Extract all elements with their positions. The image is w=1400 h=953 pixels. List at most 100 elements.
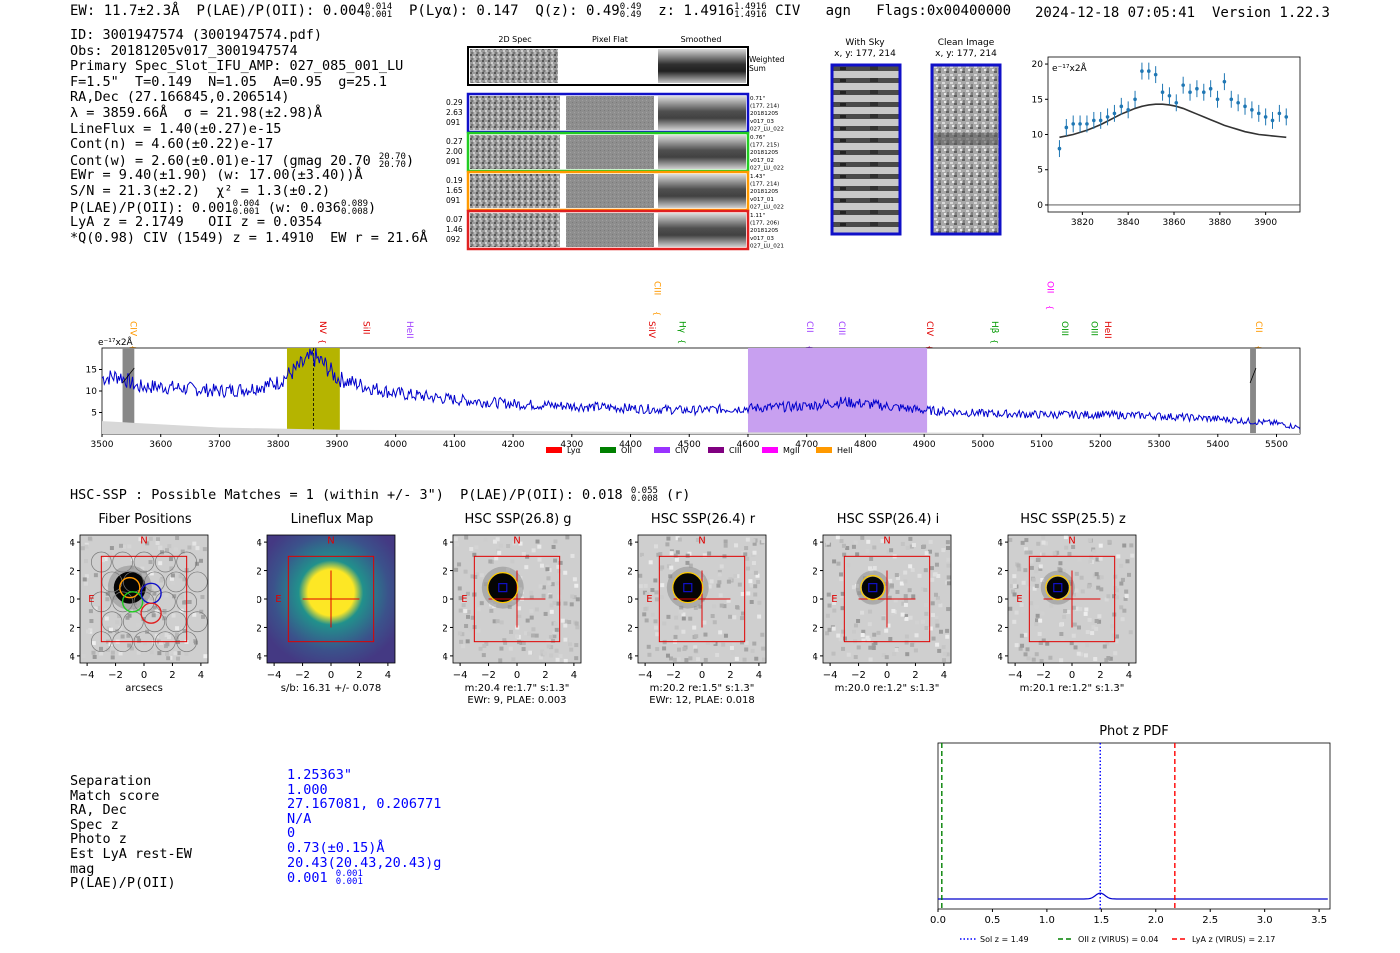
hsc-pixel (541, 593, 546, 598)
hsc-xtick-label: −4 (267, 670, 282, 681)
hsc-pixel (136, 650, 141, 655)
fit-data-point (1098, 118, 1103, 123)
spectral-line-label: Hβ (989, 321, 999, 334)
hsc-pixel (1122, 608, 1127, 613)
spec2d-row-raw (470, 135, 560, 169)
spec2d-row-meta: 0.76" (750, 135, 765, 141)
hsc-ytick-label: −2 (443, 623, 448, 634)
hsc-pixel (890, 611, 895, 616)
spectral-line-bracket: { (128, 345, 137, 350)
hsc-pixel (1014, 643, 1019, 648)
hsc-pixel (1017, 567, 1022, 572)
hsc-pixel (154, 609, 159, 614)
hsc-pixel (660, 583, 665, 588)
hsc-pixel (517, 610, 522, 615)
hsc-pixel (672, 657, 677, 662)
hsc-pixel (178, 574, 183, 579)
hsc-pixel (931, 636, 936, 641)
info-contn: Cont(n) = 4.60(±0.22)e-17 (70, 136, 274, 153)
hsc-pixel (677, 537, 682, 542)
hsc-pixel (938, 603, 943, 608)
hsc-pixel (545, 564, 550, 569)
hsc-pixel (165, 642, 170, 647)
fit-data-point (1256, 111, 1261, 116)
hsc-pixel (1012, 574, 1017, 579)
hsc-pixel (1008, 537, 1013, 542)
hsc-pixel (151, 613, 156, 618)
hsc-pixel (464, 535, 469, 540)
fit-data-point (1222, 79, 1227, 84)
hsc-pixel (868, 609, 873, 614)
hsc-pixel (175, 536, 180, 541)
hsc-pixel (1076, 651, 1081, 656)
spectral-line-label: CII (1253, 321, 1263, 333)
hsc-pixel (1079, 575, 1084, 580)
hsc-pixel (639, 552, 644, 557)
hsc-pixel (924, 611, 929, 616)
hsc-xtick-label: 0 (141, 670, 147, 681)
spectral-line-label: HeII (404, 321, 414, 339)
hsc-pixel (946, 581, 951, 586)
hsc-pixel (645, 592, 650, 597)
hsc-pixel (871, 645, 876, 650)
hsc-pixel (166, 656, 171, 661)
hsc-pixel (846, 652, 851, 657)
hsc-pixel (575, 625, 580, 630)
hsc-pixel (1124, 589, 1129, 594)
match-value: 27.167081, 0.206771 (287, 796, 442, 813)
spectral-line-label: CII (804, 321, 814, 333)
hsc-ytick-label: 0 (70, 595, 75, 606)
hsc-pixel (110, 650, 115, 655)
hsc-pixel (525, 618, 530, 623)
hsc-pixel (908, 615, 913, 620)
hsc-pixel (928, 539, 933, 544)
hsc-pixel (470, 574, 475, 579)
source-core (487, 572, 518, 603)
hsc-pixel (105, 591, 110, 596)
hsc-pixel (884, 655, 889, 660)
hsc-pixel (1066, 609, 1071, 614)
hsc-pixel (934, 619, 939, 624)
hsc-pixel (117, 614, 122, 619)
hsc-pixel (515, 634, 520, 639)
hsc-pixel (749, 599, 754, 604)
hsc-ytick-label: 0 (998, 595, 1003, 606)
hsc-pixel (1040, 577, 1045, 582)
hsc-xtick-label: −4 (638, 670, 653, 681)
hsc-xtick-label: 0 (514, 670, 520, 681)
hsc-pixel (1032, 586, 1037, 591)
hsc-pixel (1113, 574, 1118, 579)
hsc-pixel (1071, 633, 1076, 638)
hsc-pixel (946, 575, 951, 580)
hsc-pixel (886, 549, 891, 554)
hsc-pixel (1072, 622, 1077, 627)
hsc-xtick-label: 0 (699, 670, 705, 681)
hsc-pixel (1095, 557, 1100, 562)
hsc-ytick-label: 4 (443, 538, 448, 549)
hsc-pixel (1031, 577, 1036, 582)
hsc-pixel (748, 569, 753, 574)
hsc-pixel (868, 657, 873, 662)
hsc-pixel (841, 646, 846, 651)
hsc-pixel (91, 641, 96, 646)
spectral-line-bracket: { (990, 339, 999, 344)
hsc-pixel (827, 627, 832, 632)
hsc-pixel (1104, 597, 1109, 602)
fit-data-point (1188, 90, 1192, 95)
fit-data-point (1215, 97, 1220, 102)
hsc-pixel (165, 651, 170, 656)
hsc-pixel (563, 623, 568, 628)
hsc-pixel (176, 651, 181, 656)
hsc-pixel (1038, 618, 1043, 623)
spectral-line-bracket: { (925, 345, 934, 350)
hsc-pixel (872, 566, 877, 571)
hsc-pixel (740, 592, 745, 597)
photz-pdf-line (938, 892, 1328, 900)
hsc-pixel (888, 636, 893, 641)
hsc-pixel (195, 546, 200, 551)
hsc-xtick-label: −2 (666, 670, 681, 681)
hsc-pixel (1041, 638, 1046, 643)
clean-image (930, 63, 1002, 236)
hsc-pixel (549, 609, 554, 614)
hsc-pixel (718, 593, 723, 598)
